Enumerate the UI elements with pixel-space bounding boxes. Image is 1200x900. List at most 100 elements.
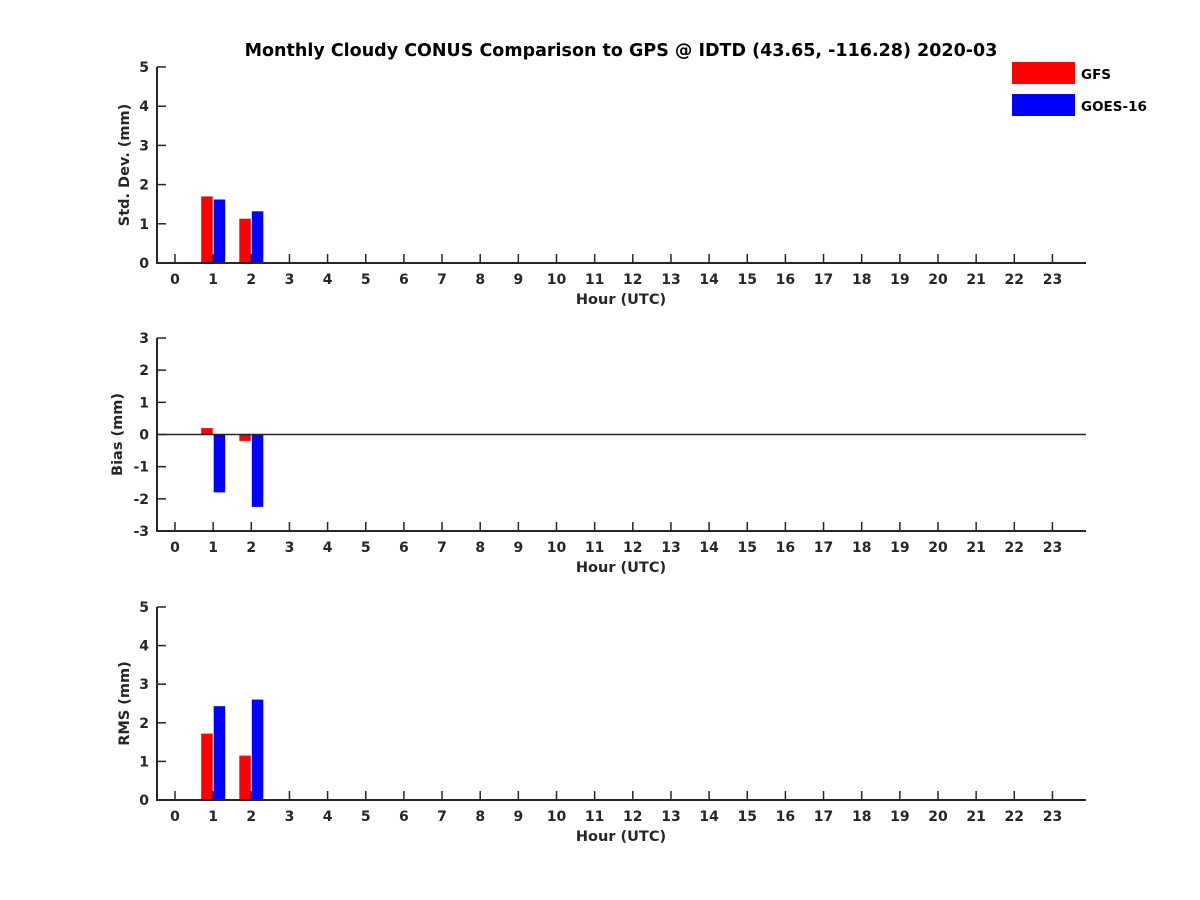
x-tick-label: 4	[323, 809, 333, 825]
x-tick-label: 22	[1005, 809, 1024, 825]
x-axis-label: Hour (UTC)	[576, 292, 666, 308]
x-tick-label: 21	[966, 809, 985, 825]
y-tick-label: 5	[139, 60, 149, 76]
x-tick-label: 20	[928, 272, 948, 288]
y-tick-label: 2	[139, 363, 149, 379]
x-tick-label: 9	[513, 809, 523, 825]
x-tick-label: 3	[285, 809, 295, 825]
x-tick-label: 14	[699, 272, 719, 288]
x-tick-label: 13	[661, 272, 680, 288]
x-tick-label: 14	[699, 809, 719, 825]
x-tick-label: 6	[399, 540, 409, 556]
x-tick-label: 17	[814, 272, 833, 288]
y-tick-label: 0	[139, 428, 149, 444]
y-tick-label: 3	[139, 138, 149, 154]
x-tick-label: 10	[547, 540, 567, 556]
y-axis-label: Std. Dev. (mm)	[117, 104, 133, 226]
bars	[201, 699, 264, 800]
x-tick-label: 14	[699, 540, 719, 556]
bar-goes-16-hour-1	[213, 706, 226, 800]
bar-gfs-hour-2	[239, 755, 251, 800]
legend-swatch-goes-16	[1012, 94, 1075, 116]
x-tick-label: 18	[852, 809, 871, 825]
bar-goes-16-hour-2	[251, 211, 264, 263]
x-tick-label: 1	[208, 540, 218, 556]
x-tick-label: 8	[475, 809, 485, 825]
x-tick-label: 0	[170, 809, 180, 825]
legend-label-gfs: GFS	[1081, 67, 1111, 83]
x-tick-label: 13	[661, 540, 680, 556]
bar-gfs-hour-1	[201, 733, 213, 800]
x-tick-label: 12	[623, 272, 642, 288]
y-tick-label: 4	[139, 99, 149, 115]
x-tick-label: 17	[814, 809, 833, 825]
x-tick-label: 8	[475, 540, 485, 556]
x-tick-label: 2	[246, 809, 256, 825]
x-tick-label: 5	[361, 272, 371, 288]
x-tick-label: 6	[399, 809, 409, 825]
x-tick-label: 9	[513, 272, 523, 288]
y-tick-label: 3	[139, 331, 149, 347]
chart-title: Monthly Cloudy CONUS Comparison to GPS @…	[245, 41, 998, 61]
x-tick-label: 18	[852, 540, 871, 556]
y-tick-label: -3	[133, 524, 149, 540]
x-tick-label: 20	[928, 540, 948, 556]
x-tick-label: 6	[399, 272, 409, 288]
x-tick-label: 5	[361, 809, 371, 825]
x-axis-label: Hour (UTC)	[576, 560, 666, 576]
x-tick-label: 11	[585, 540, 604, 556]
y-tick-label: -1	[133, 460, 149, 476]
x-tick-label: 11	[585, 272, 604, 288]
x-tick-label: 3	[285, 272, 295, 288]
x-tick-label: 1	[208, 272, 218, 288]
x-tick-label: 23	[1043, 809, 1062, 825]
x-tick-label: 16	[776, 272, 795, 288]
bar-goes-16-hour-2	[251, 434, 264, 507]
y-axis-label: Bias (mm)	[110, 393, 126, 476]
x-tick-label: 15	[738, 272, 757, 288]
x-tick-label: 7	[437, 809, 447, 825]
y-axis-label: RMS (mm)	[117, 661, 133, 746]
x-tick-label: 13	[661, 809, 680, 825]
x-tick-label: 0	[170, 272, 180, 288]
x-tick-label: 1	[208, 809, 218, 825]
x-tick-label: 18	[852, 272, 871, 288]
x-tick-label: 8	[475, 272, 485, 288]
bar-goes-16-hour-1	[213, 434, 226, 493]
x-tick-label: 2	[246, 272, 256, 288]
y-tick-label: 1	[139, 395, 149, 411]
x-tick-label: 23	[1043, 540, 1062, 556]
x-tick-label: 23	[1043, 272, 1062, 288]
bars	[201, 196, 264, 263]
x-axis-label: Hour (UTC)	[576, 829, 666, 845]
x-tick-label: 2	[246, 540, 256, 556]
x-tick-label: 7	[437, 540, 447, 556]
x-tick-label: 16	[776, 809, 795, 825]
y-tick-label: 4	[139, 639, 149, 655]
x-tick-label: 20	[928, 809, 948, 825]
x-tick-label: 10	[547, 809, 567, 825]
x-tick-label: 4	[323, 540, 333, 556]
x-tick-label: 17	[814, 540, 833, 556]
x-tick-label: 10	[547, 272, 567, 288]
x-tick-label: 19	[890, 809, 909, 825]
bar-gfs-hour-2	[239, 434, 251, 441]
y-tick-label: -2	[133, 492, 149, 508]
x-tick-label: 19	[890, 272, 909, 288]
y-tick-label: 2	[139, 178, 149, 194]
x-tick-label: 9	[513, 540, 523, 556]
x-tick-label: 3	[285, 540, 295, 556]
y-tick-label: 1	[139, 217, 149, 233]
y-tick-label: 3	[139, 677, 149, 693]
x-tick-label: 5	[361, 540, 371, 556]
bar-gfs-hour-1	[201, 428, 213, 435]
x-tick-label: 12	[623, 809, 642, 825]
y-tick-label: 2	[139, 716, 149, 732]
bar-gfs-hour-1	[201, 196, 213, 263]
bar-gfs-hour-2	[239, 218, 251, 263]
bars	[201, 428, 264, 507]
